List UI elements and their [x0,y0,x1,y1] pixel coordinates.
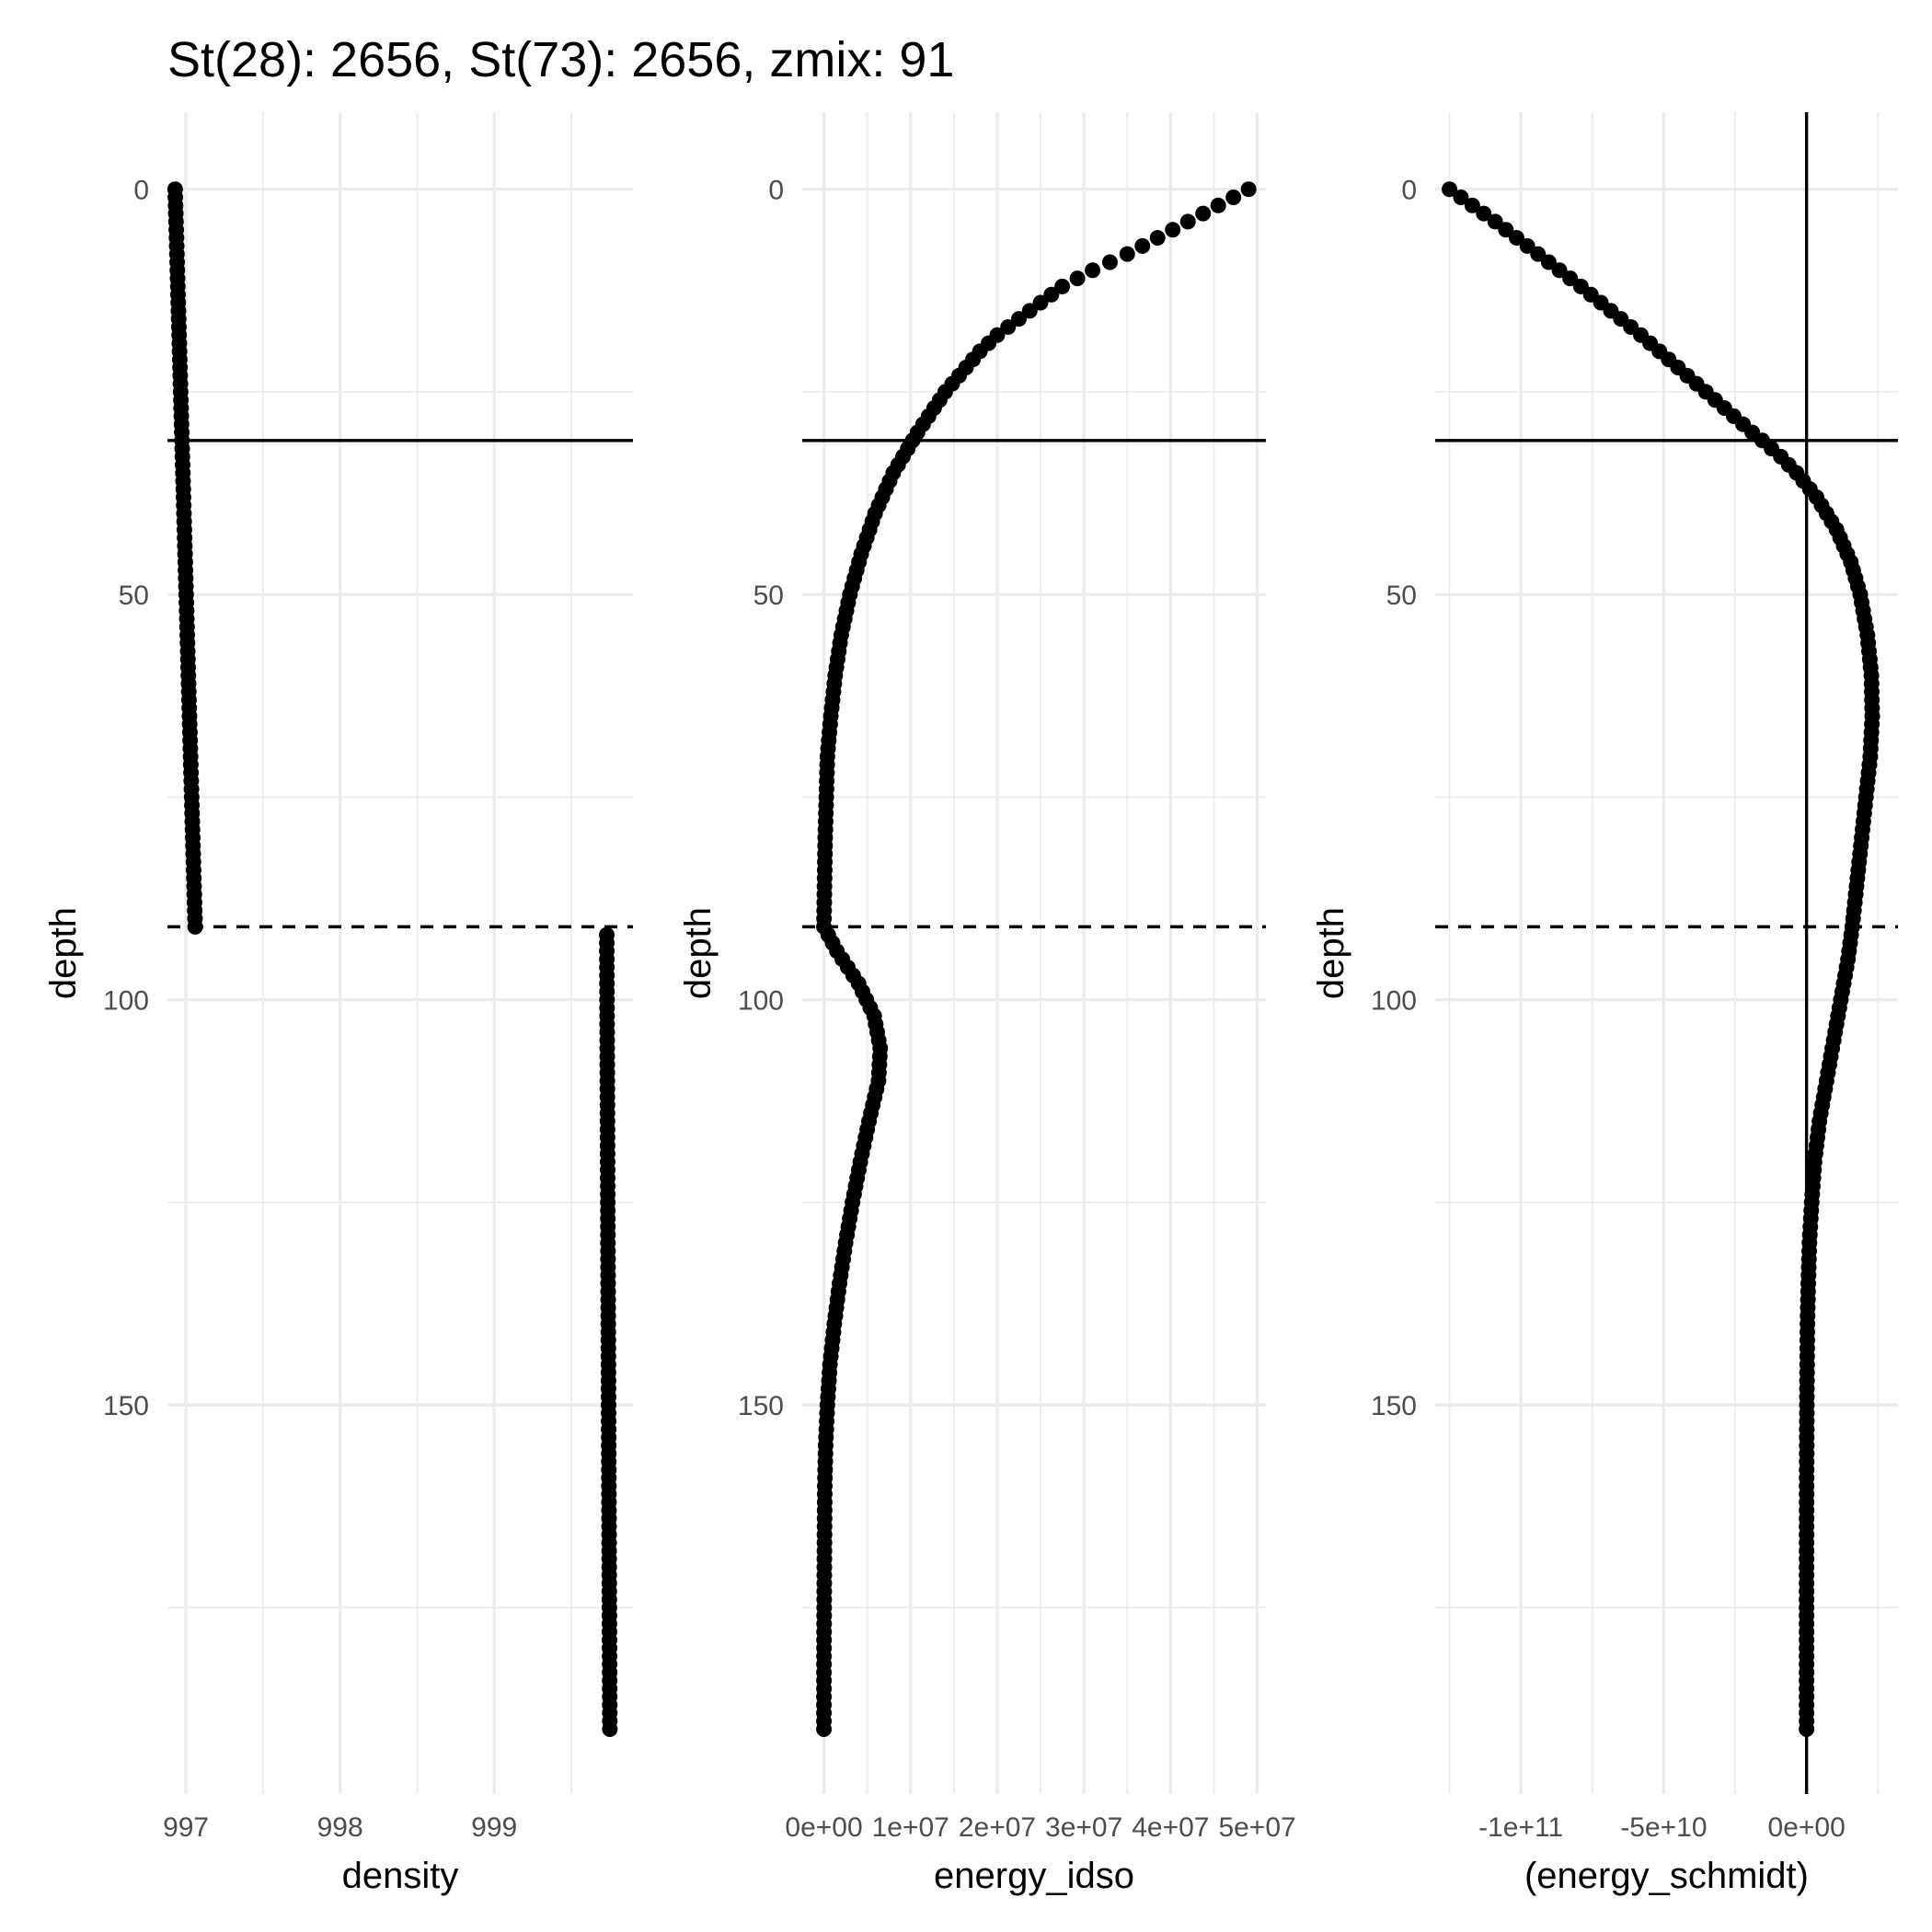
data-point [1043,286,1060,303]
x-tick-label: 999 [471,1812,517,1843]
data-points [816,181,1257,1738]
data-point [1530,246,1547,262]
data-point [602,1721,618,1738]
x-axis-title: energy_idso [934,1856,1134,1896]
chart-title: St(28): 2656, St(73): 2656, zmix: 91 [167,32,955,87]
x-tick-label: 3e+07 [1045,1812,1122,1843]
data-point [1119,246,1135,262]
data-point [1134,237,1151,254]
data-point [1210,197,1226,213]
y-tick-label: 150 [1371,1391,1417,1421]
data-point [1799,1721,1815,1738]
y-tick-label: 50 [753,581,784,611]
x-tick-label: 997 [163,1812,209,1843]
data-points [167,181,618,1738]
data-point [1054,278,1071,294]
y-tick-label: 50 [1386,581,1417,611]
x-tick-label: -5e+10 [1620,1812,1707,1843]
data-point [1225,190,1242,206]
data-point [1487,213,1503,230]
x-tick-label: 5e+07 [1218,1812,1295,1843]
data-point [1551,262,1568,279]
data-point [1179,213,1196,230]
data-point [1101,254,1118,270]
x-tick-label: -1e+11 [1478,1812,1563,1843]
x-axis-title: (energy_schmidt) [1524,1856,1809,1896]
panel-density: 0 50 100 150 997 998 999 density depth [43,112,633,1896]
data-point [1508,230,1524,247]
data-point [1069,270,1086,287]
data-point [1498,222,1514,238]
y-tick-label: 150 [103,1391,149,1421]
panel-energy-schmidt: 0 50 100 150 -1e+11 -5e+10 0e+00 (energy_schmid… [1311,112,1898,1896]
data-point [187,918,203,935]
y-tick-label: 0 [133,176,149,206]
data-point [1149,230,1166,247]
panel-energy-idso: 0 50 100 150 0e+00 1e+07 2e+07 3e+07 4e+07 5e+07 e… [678,112,1296,1896]
x-axis-title: density [342,1856,459,1896]
data-point [1442,181,1458,198]
x-tick-label: 0e+00 [1768,1812,1846,1843]
x-tick-label: 2e+07 [959,1812,1036,1843]
grid [802,112,1266,1794]
data-point [1464,197,1480,213]
x-tick-label: 1e+07 [872,1812,949,1843]
data-point [1240,181,1257,198]
y-tick-label: 100 [103,986,149,1017]
y-tick-label: 100 [1371,986,1417,1017]
data-point [1476,205,1492,222]
y-axis-title: depth [43,907,84,999]
data-point [1085,262,1101,279]
x-tick-label: 998 [317,1812,363,1843]
data-point [1165,222,1181,238]
data-point [1195,205,1212,222]
data-point [1562,270,1579,287]
y-tick-label: 50 [119,581,149,611]
data-point [1540,254,1557,270]
data-point [1011,311,1028,328]
data-point [1032,294,1049,311]
grid [167,112,633,1794]
data-points [1442,181,1880,1738]
y-tick-label: 100 [738,986,784,1017]
data-point [816,1721,833,1738]
x-tick-label: 4e+07 [1132,1812,1209,1843]
x-tick-label: 0e+00 [785,1812,862,1843]
y-tick-label: 0 [768,176,784,206]
y-axis-title: depth [1311,907,1351,999]
data-point [1000,318,1017,335]
data-point [1519,237,1535,254]
y-axis-title: depth [678,907,719,999]
data-point [1453,190,1469,206]
y-tick-label: 150 [738,1391,784,1421]
y-tick-label: 0 [1401,176,1417,206]
data-point [1021,303,1038,319]
